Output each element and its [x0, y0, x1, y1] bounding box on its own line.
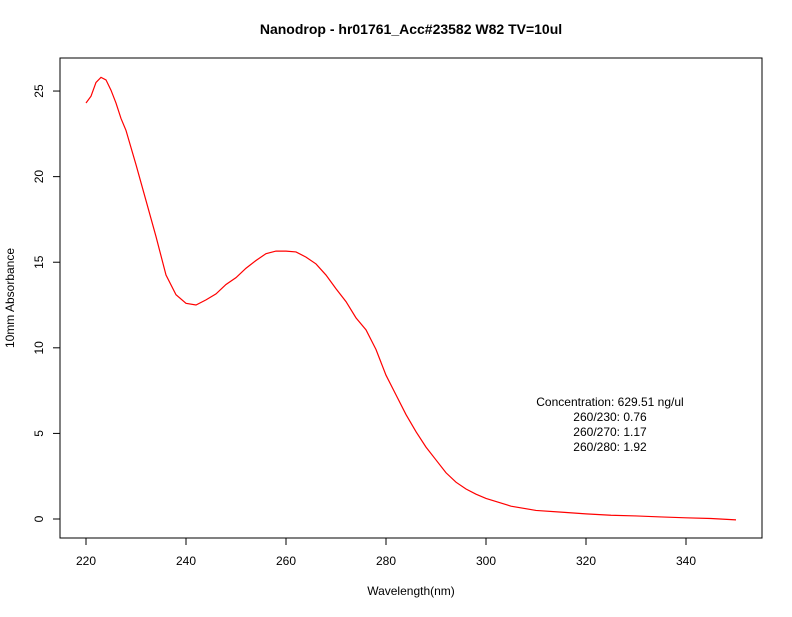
- x-tick-label: 260: [276, 554, 296, 568]
- chart-title: Nanodrop - hr01761_Acc#23582 W82 TV=10ul: [260, 21, 562, 37]
- y-tick-label: 10: [32, 341, 46, 355]
- x-tick-label: 240: [176, 554, 196, 568]
- annotation: Concentration: 629.51 ng/ul: [536, 395, 683, 409]
- y-axis-label: 10mm Absorbance: [3, 248, 17, 348]
- plot-frame: [59, 57, 763, 539]
- x-tick-label: 340: [676, 554, 696, 568]
- y-tick-label: 15: [32, 255, 46, 269]
- x-tick-label: 280: [376, 554, 396, 568]
- annotation: 260/230: 0.76: [573, 410, 647, 424]
- x-axis-label: Wavelength(nm): [367, 584, 455, 598]
- y-tick-label: 0: [32, 515, 46, 522]
- y-tick-label: 20: [32, 170, 46, 184]
- y-tick-label: 25: [32, 84, 46, 98]
- data-line: [85, 76, 737, 521]
- x-tick-label: 220: [76, 554, 96, 568]
- y-tick-label: 5: [32, 430, 46, 437]
- annotation: 260/280: 1.92: [573, 440, 647, 454]
- annotation: 260/270: 1.17: [573, 425, 647, 439]
- x-tick-label: 300: [476, 554, 496, 568]
- x-tick-label: 320: [576, 554, 596, 568]
